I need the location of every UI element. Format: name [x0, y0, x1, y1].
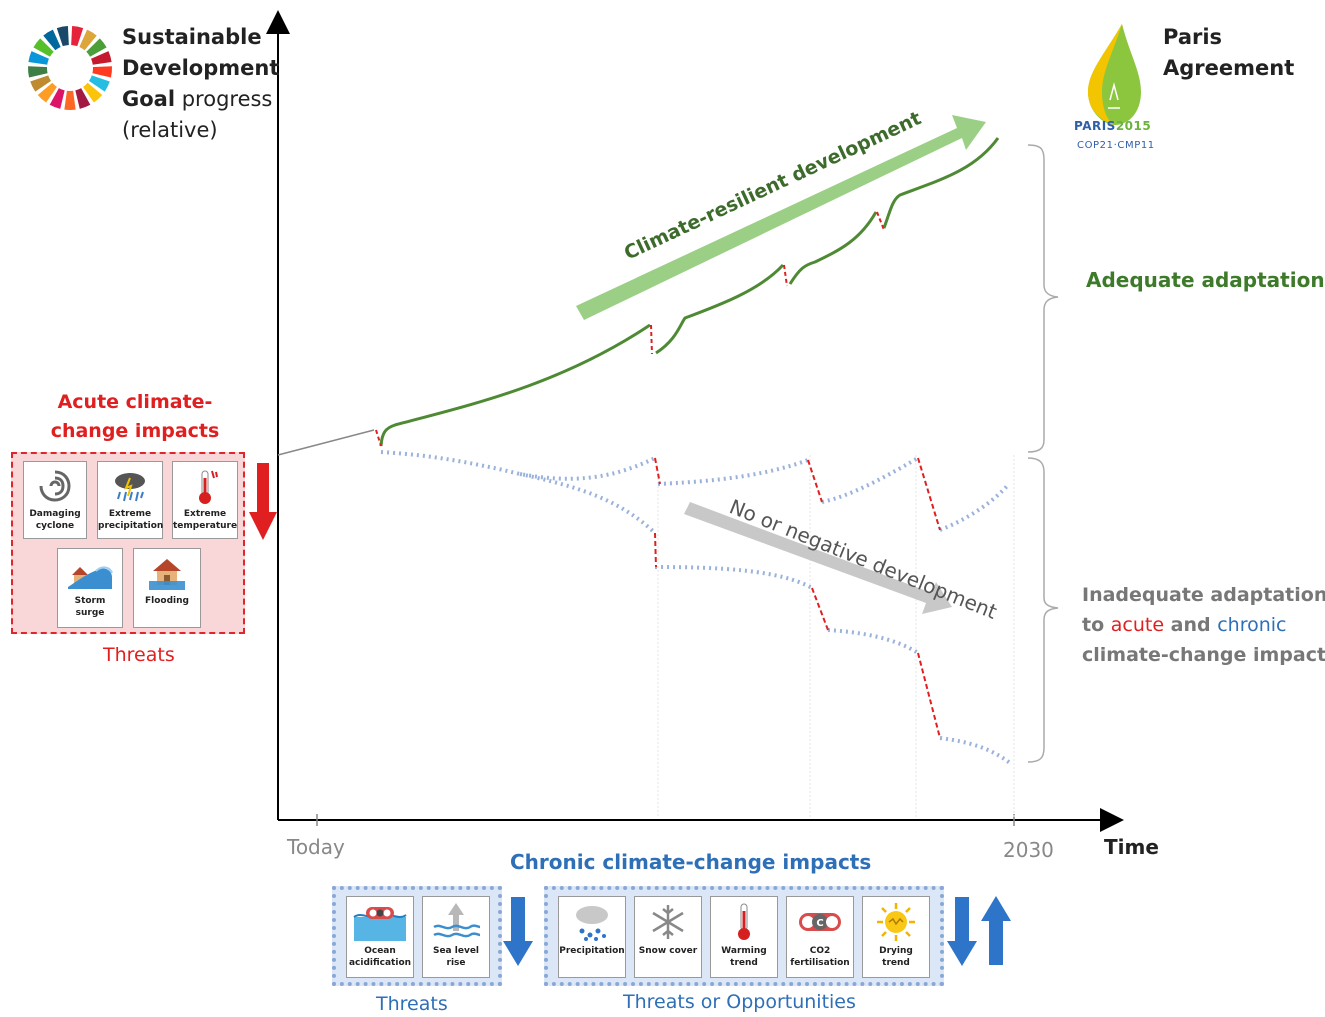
thermometer-icon [199, 470, 218, 504]
x-axis-title: Time [1104, 835, 1159, 859]
inadequate-to: to [1082, 614, 1111, 636]
co2-icon: C [799, 913, 841, 931]
x-label-today: Today [287, 835, 345, 859]
resilient-development-arrow [576, 115, 986, 320]
tile-warming-trend: Warming trend [710, 896, 778, 978]
storm-surge-icon [68, 566, 113, 589]
tile-label: Damaging [29, 509, 81, 519]
tile-snow-cover: Snow cover [634, 896, 702, 978]
tile-label: Drying [879, 946, 913, 956]
inadequate-adaptation-lines [380, 450, 1012, 765]
ocean-acidification-icon [353, 907, 407, 941]
sdg-label-relative: (relative) [122, 118, 218, 142]
acute-impact-down-arrow-icon [249, 463, 277, 540]
tile-label: Precipitation [559, 946, 625, 956]
tile-extreme-temperature: Extreme temperature [172, 461, 238, 539]
acute-title-line1: Acute climate- [57, 391, 213, 413]
tile-precipitation: Precipitation [558, 896, 626, 978]
tile-label: temperature [173, 521, 238, 531]
flooding-icon [149, 559, 185, 590]
tile-label: Ocean [364, 946, 396, 956]
acute-title-line2: change impacts [50, 420, 220, 442]
sdg-label-line2: Development [122, 56, 280, 80]
inadequate-brace [1027, 457, 1059, 763]
negative-development-label: No or negative development [726, 494, 1000, 623]
x-label-2030: 2030 [1003, 838, 1054, 862]
paris-logo-word: PARIS [1074, 119, 1116, 133]
paris-label-line1: Paris [1163, 25, 1223, 49]
chronic-impacts-title: Chronic climate-change impacts [510, 850, 872, 874]
thermometer-icon [738, 903, 750, 940]
tile-label: Sea level [432, 946, 480, 956]
acute-impacts-title: Acute climate- change impacts [40, 388, 230, 446]
tile-damaging-cyclone: Damaging cyclone [23, 461, 87, 539]
tile-drying-trend: Drying trend [862, 896, 930, 978]
tile-storm-surge: Storm surge [57, 548, 123, 628]
rain-cloud-icon [115, 473, 145, 502]
acute-threats-label: Threats [103, 644, 175, 666]
acute-impacts-box: Damaging cyclone Extreme precipitation E… [11, 452, 245, 634]
acute-shock-drops-green [375, 211, 885, 447]
adequate-adaptation-label: Adequate adaptation [1086, 268, 1325, 292]
paris-agreement-label: Paris Agreement [1163, 22, 1294, 84]
chronic-threat-down-arrow-icon [503, 897, 533, 966]
inadequate-acute: acute [1110, 614, 1165, 636]
paris-logo-year: 2015 [1115, 119, 1152, 133]
tile-label: Extreme [108, 509, 152, 519]
tile-extreme-precipitation: Extreme precipitation [97, 461, 163, 539]
paris-logo-subtext: COP21·CMP11 [1077, 140, 1155, 151]
baseline-trend [277, 429, 375, 456]
time-guides [657, 455, 1015, 818]
tile-label: Extreme [183, 509, 227, 519]
sdg-label-goal: Goal [122, 87, 176, 111]
inadequate-chronic: chronic [1217, 614, 1287, 636]
acute-shock-drops-blue [654, 457, 941, 739]
tile-label: precipitation [98, 521, 164, 531]
sdg-wheel-icon [28, 26, 112, 110]
inadequate-and: and [1164, 614, 1218, 636]
paris-label-line2: Agreement [1163, 56, 1295, 80]
tile-label: Warming [721, 946, 767, 956]
sea-level-rise-icon [433, 903, 481, 938]
tile-label: trend [730, 958, 758, 968]
chronic-opportunity-updown-arrows-icon [947, 896, 1011, 966]
sdg-axis-label: Sustainable Development Goal progress (r… [122, 22, 279, 146]
tile-label: Flooding [145, 596, 189, 606]
inadequate-line3: climate-change impacts [1082, 644, 1325, 666]
resilient-development-line [379, 137, 1000, 447]
negative-development-arrow [684, 502, 952, 614]
tile-label: trend [882, 958, 910, 968]
chronic-opportunities-box: Precipitation Snow cover Warming trend C… [544, 886, 944, 986]
tile-label: acidification [348, 958, 412, 968]
tile-label: Storm [74, 596, 106, 606]
tile-label: cyclone [35, 521, 75, 531]
inadequate-adaptation-label: Inadequate adaptation to acute and chron… [1082, 580, 1325, 670]
sdg-label-line1: Sustainable [122, 25, 262, 49]
chronic-opportunities-label: Threats or Opportunities [623, 991, 856, 1013]
sdg-label-progress: progress [175, 87, 273, 111]
tile-label: fertilisation [790, 958, 850, 968]
tile-label: CO2 [809, 946, 831, 956]
tile-label: Snow cover [638, 946, 698, 956]
tile-label: rise [446, 958, 466, 968]
tile-sea-level-rise: Sea level rise [422, 896, 490, 978]
tile-flooding: Flooding [133, 548, 201, 628]
paris-flame-logo [1088, 24, 1141, 125]
precipitation-icon [576, 906, 608, 941]
chronic-threats-label: Threats [376, 993, 448, 1015]
svg-text:C: C [816, 918, 823, 929]
resilient-development-label: Climate-resilient development [621, 107, 925, 264]
tile-label: surge [75, 608, 105, 618]
tile-co2-fertilisation: C CO2 fertilisation [786, 896, 854, 978]
cyclone-icon [39, 470, 71, 502]
snowflake-icon [652, 905, 684, 939]
adequate-brace [1027, 144, 1059, 453]
tile-ocean-acidification: Ocean acidification [346, 896, 414, 978]
sun-icon [877, 903, 915, 941]
inadequate-line1: Inadequate adaptation [1082, 584, 1325, 606]
paris-logo-text: PARIS2015 [1074, 119, 1151, 133]
chronic-threats-box: Ocean acidification Sea level rise [332, 886, 502, 986]
